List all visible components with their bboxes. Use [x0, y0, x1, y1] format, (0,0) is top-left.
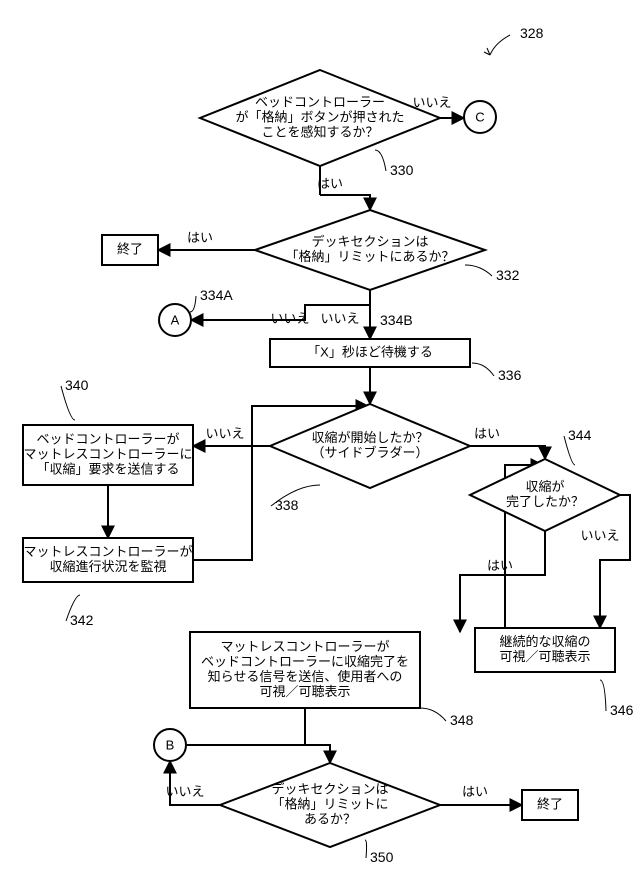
node-p340: ベッドコントローラーがマットレスコントローラーに「収縮」要求を送信する [23, 425, 193, 485]
svg-text:可視／可聴表示: 可視／可聴表示 [499, 649, 590, 664]
svg-text:332: 332 [496, 267, 520, 283]
svg-text:「収縮」要求を送信する: 「収縮」要求を送信する [36, 461, 179, 476]
svg-text:338: 338 [275, 497, 299, 513]
svg-text:マットレスコントローラーが: マットレスコントローラーが [220, 639, 389, 654]
svg-text:ベッドコントローラーが: ベッドコントローラーが [36, 431, 179, 446]
svg-text:終了: 終了 [117, 241, 143, 256]
svg-text:マットレスコントローラーが: マットレスコントローラーが [23, 544, 192, 559]
svg-text:A: A [171, 312, 180, 327]
node-d330: ベッドコントローラーが「格納」ボタンが押されたことを感知するか？ [200, 70, 440, 166]
svg-text:328: 328 [520, 25, 544, 41]
node-connA: A [159, 304, 191, 336]
svg-text:348: 348 [450, 712, 474, 728]
svg-text:ベッドコントローラーに収縮完了を: ベッドコントローラーに収縮完了を [201, 654, 409, 669]
svg-text:ことを感知するか？: ことを感知するか？ [261, 124, 378, 139]
svg-text:終了: 終了 [537, 796, 563, 811]
svg-text:はい: はい [487, 558, 513, 573]
node-p346: 継続的な収縮の可視／可聴表示 [475, 628, 615, 672]
svg-text:334A: 334A [200, 287, 233, 303]
svg-text:はい: はい [317, 176, 343, 191]
svg-text:マットレスコントローラーに: マットレスコントローラーに [23, 446, 192, 461]
svg-text:可視／可聴表示: 可視／可聴表示 [259, 684, 350, 699]
node-p348: マットレスコントローラーがベッドコントローラーに収縮完了を知らせる信号を送信、使… [190, 632, 420, 708]
svg-text:344: 344 [568, 427, 592, 443]
edge [305, 745, 330, 763]
svg-text:デッキセクションは: デッキセクションは [311, 234, 428, 249]
node-p342: マットレスコントローラーが収縮進行状況を監視 [23, 538, 193, 582]
svg-text:330: 330 [390, 162, 414, 178]
edge [460, 531, 545, 632]
svg-text:いいえ: いいえ [165, 784, 204, 799]
svg-text:「X」秒ほど待機する: 「X」秒ほど待機する [307, 344, 433, 359]
svg-text:340: 340 [65, 377, 89, 393]
svg-text:収縮が開始したか？: 収縮が開始したか？ [311, 430, 428, 445]
svg-text:いいえ: いいえ [580, 528, 619, 543]
svg-text:完了したか？: 完了したか？ [506, 494, 584, 509]
edge [600, 495, 630, 628]
svg-text:はい: はい [462, 784, 488, 799]
svg-text:が「格納」ボタンが押された: が「格納」ボタンが押された [235, 109, 404, 124]
svg-text:ベッドコントローラー: ベッドコントローラー [255, 94, 385, 109]
node-end2: 終了 [522, 790, 578, 820]
node-d338: 収縮が開始したか？（サイドブラダー） [270, 404, 470, 488]
node-connC: C [464, 101, 496, 133]
svg-text:収縮が: 収縮が [525, 479, 564, 494]
svg-text:継続的な収縮の: 継続的な収縮の [499, 634, 590, 649]
svg-text:デッキセクションは: デッキセクションは [271, 781, 388, 796]
svg-text:いいえ: いいえ [412, 95, 451, 110]
svg-text:知らせる信号を送信、使用者への: 知らせる信号を送信、使用者への [208, 669, 403, 684]
edge [320, 195, 370, 210]
svg-text:いいえ: いいえ [320, 311, 359, 326]
svg-text:あるか？: あるか？ [304, 811, 356, 826]
svg-text:346: 346 [610, 702, 634, 718]
svg-text:収縮進行状況を監視: 収縮進行状況を監視 [49, 559, 166, 574]
node-d350: デッキセクションは「格納」リミットにあるか？ [220, 763, 440, 847]
svg-text:はい: はい [474, 426, 500, 441]
svg-text:いいえ: いいえ [205, 426, 244, 441]
svg-text:C: C [475, 109, 484, 124]
node-d332: デッキセクションは「格納」リミットにあるか？ [255, 210, 485, 290]
edge [470, 446, 545, 459]
node-end1: 終了 [102, 235, 158, 265]
node-d344: 収縮が完了したか？ [470, 459, 620, 531]
svg-text:はい: はい [187, 230, 213, 245]
svg-text:「格納」リミットに: 「格納」リミットに [271, 796, 388, 811]
svg-text:336: 336 [498, 367, 522, 383]
svg-text:「格納」リミットにあるか？: 「格納」リミットにあるか？ [285, 249, 454, 264]
node-p336: 「X」秒ほど待機する [270, 339, 470, 367]
flowchart: はいいいえはいいいえいいえいいえはいいいえはいはいいいえ ベッドコントローラーが… [0, 0, 640, 884]
svg-text:（サイドブラダー）: （サイドブラダー） [311, 445, 428, 460]
svg-text:334B: 334B [380, 312, 413, 328]
svg-text:350: 350 [370, 849, 394, 865]
svg-text:342: 342 [70, 612, 94, 628]
svg-text:いいえ: いいえ [270, 311, 309, 326]
node-connB: B [154, 729, 186, 761]
svg-text:B: B [166, 737, 175, 752]
